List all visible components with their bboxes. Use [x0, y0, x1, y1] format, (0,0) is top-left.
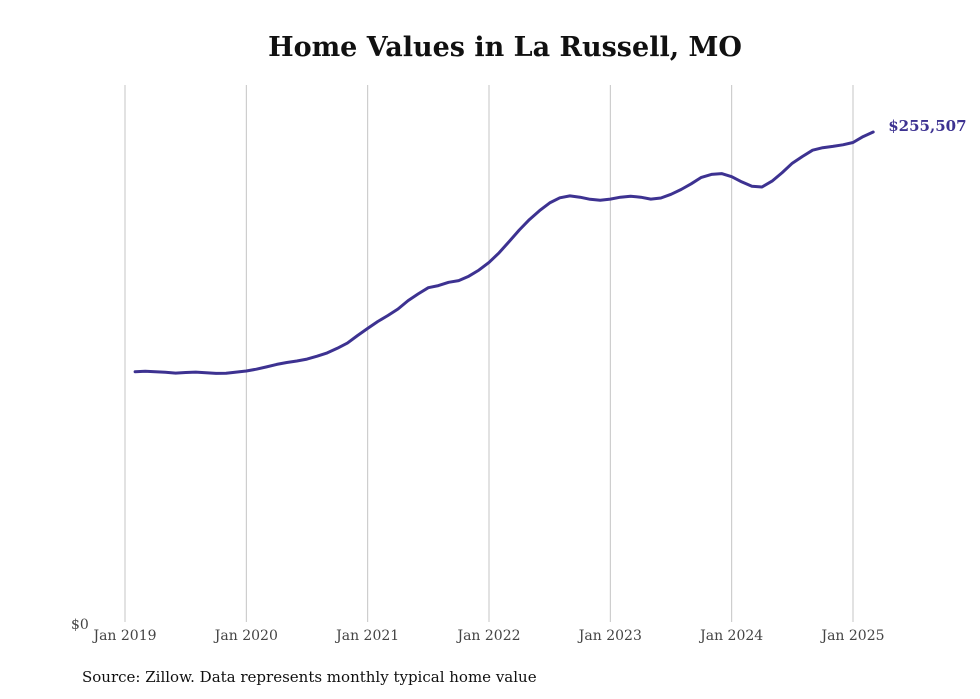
x-axis-ticks: Jan 2019 Jan 2020 Jan 2021 Jan 2022 Jan 2023…: [91, 628, 884, 644]
x-tick-label: Jan 2019: [91, 628, 156, 644]
x-tick-label: Jan 2023: [577, 628, 642, 644]
x-tick-label: Jan 2024: [698, 628, 763, 644]
x-tick-label: Jan 2022: [455, 628, 520, 644]
chart-title: Home Values in La Russell, MO: [268, 32, 742, 63]
x-tick-label: Jan 2021: [334, 628, 399, 644]
end-value-label: $255,507: [888, 117, 966, 135]
grid-layer: [124, 85, 854, 622]
x-tick-label: Jan 2025: [819, 628, 884, 644]
home-value-series-line: [133, 130, 875, 375]
source-note: Source: Zillow. Data represents monthly …: [82, 668, 537, 686]
x-tick-label: Jan 2020: [213, 628, 278, 644]
y-tick-label-zero: $0: [71, 617, 89, 633]
